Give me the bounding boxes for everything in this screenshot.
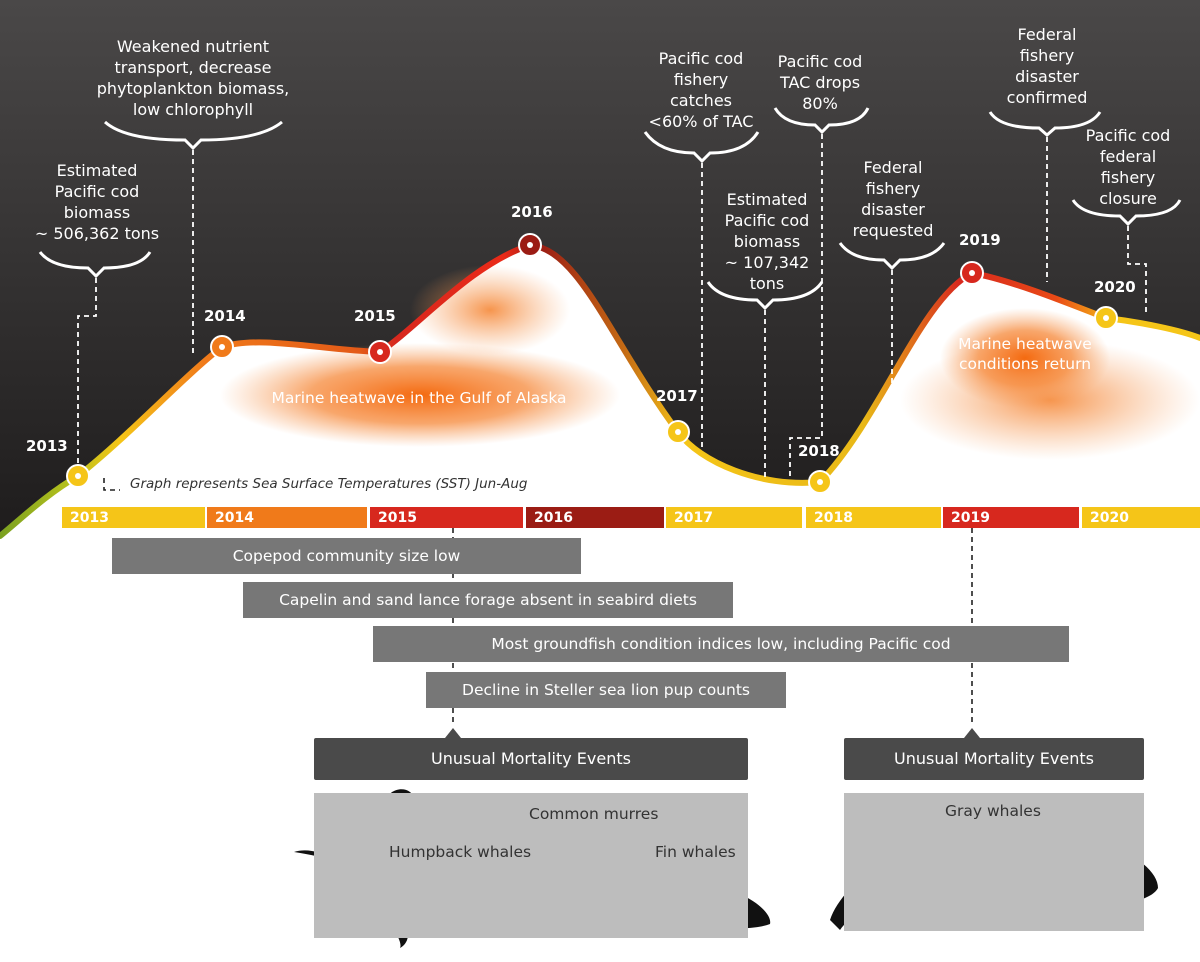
heatwave-return-label: Marine heatwave conditions return [958, 334, 1092, 374]
annotation-line: catches [670, 91, 732, 110]
sst-year-label: 2020 [1094, 278, 1136, 296]
annotation-line: transport, decrease [114, 58, 272, 77]
timeline-2018: 2018 [806, 507, 941, 528]
annotation-braces [38, 107, 1182, 311]
sst-point-center [219, 344, 225, 350]
impact-bar-copepod: Copepod community size low [112, 538, 581, 574]
ume-pointer-1 [445, 728, 461, 738]
heatwave-glow-return [940, 308, 1110, 408]
annotation-line: Estimated [56, 161, 138, 180]
annotation-line: 80% [802, 94, 838, 113]
sst-point-center [377, 349, 383, 355]
annotation-line: closure [1099, 189, 1157, 208]
ume-pointer-2 [964, 728, 980, 738]
annotation-line: confirmed [1006, 88, 1088, 107]
timeline-2014: 2014 [207, 507, 367, 528]
timeline-2019: 2019 [943, 507, 1079, 528]
species-label-common-murres: Common murres [529, 805, 659, 823]
heatwave-return-line: Marine heatwave [958, 335, 1092, 353]
dark-leaders [77, 134, 1147, 480]
heatwave-glow-peak [410, 265, 570, 355]
heatwave-return-line: conditions return [958, 355, 1092, 373]
sst-year-label: 2016 [511, 203, 553, 221]
sst-year-label: 2018 [798, 442, 840, 460]
annotation-line: <60% of TAC [648, 112, 754, 131]
annotation-line: Federal [1017, 25, 1077, 44]
sst-point-center [675, 429, 681, 435]
annotation-line: biomass [733, 232, 801, 251]
impact-bar-sea-lion: Decline in Steller sea lion pup counts [426, 672, 786, 708]
annotation-line: biomass [63, 203, 131, 222]
heatwave-gulf-label: Marine heatwave in the Gulf of Alaska [271, 389, 567, 407]
annotation-line: Pacific cod [54, 182, 140, 201]
annotation-line: Pacific cod [1085, 126, 1171, 145]
annotation-line: Estimated [726, 190, 808, 209]
species-label-humpback-whales: Humpback whales [389, 843, 532, 861]
timeline-2016: 2016 [526, 507, 664, 528]
species-label-fin-whales: Fin whales [655, 843, 736, 861]
annotation-line: Pacific cod [724, 211, 810, 230]
annotation-cod-biomass-2017: Estimated Pacific cod biomass ~ 107,342 … [725, 189, 810, 294]
annotation-line: fishery [1100, 168, 1156, 187]
annotation-disaster-requested: Federal fishery disaster requested [853, 157, 934, 241]
timeline-2020: 2020 [1082, 507, 1200, 528]
sst-point-center [527, 242, 533, 248]
annotation-line: requested [852, 221, 934, 240]
annotation-line: disaster [861, 200, 925, 219]
sst-point-center [1103, 315, 1109, 321]
sst-year-label: 2014 [204, 307, 246, 325]
sst-year-label: 2017 [656, 387, 698, 405]
annotation-disaster-confirmed: Federal fishery disaster confirmed [1007, 24, 1088, 108]
impact-bar-capelin: Capelin and sand lance forage absent in … [243, 582, 733, 618]
mortality-events-header-2: Unusual Mortality Events [844, 738, 1144, 780]
species-box-1 [314, 793, 748, 938]
sst-points [66, 233, 1118, 494]
annotation-line: tons [749, 274, 785, 293]
annotation-line: fishery [673, 70, 729, 89]
sst-line [0, 241, 1200, 539]
species-box-2 [844, 793, 1144, 931]
annotation-line: Pacific cod [658, 49, 744, 68]
annotation-line: Federal [863, 158, 923, 177]
timeline-2013: 2013 [62, 507, 205, 528]
heatwave-glow-gulf [220, 343, 620, 447]
sst-year-label: 2019 [959, 231, 1001, 249]
annotation-tac-drop: Pacific cod TAC drops 80% [778, 51, 863, 114]
annotation-line: low chlorophyll [132, 100, 254, 119]
annotation-fishery-catches: Pacific cod fishery catches <60% of TAC [649, 48, 754, 132]
annotation-line: fishery [1019, 46, 1075, 65]
annotation-line: ~ 506,362 tons [34, 224, 160, 243]
sst-year-label: 2013 [26, 437, 68, 455]
annotation-line: federal [1099, 147, 1157, 166]
annotation-line: disaster [1015, 67, 1079, 86]
impact-bar-groundfish: Most groundfish condition indices low, i… [373, 626, 1069, 662]
annotation-fishery-closure: Pacific cod federal fishery closure [1086, 125, 1171, 209]
mortality-events-header-1: Unusual Mortality Events [314, 738, 748, 780]
species-label-gray-whales: Gray whales [945, 802, 1041, 820]
sst-year-label: 2015 [354, 307, 396, 325]
timeline-2017: 2017 [666, 507, 802, 528]
sst-point-center [817, 479, 823, 485]
annotation-line: phytoplankton biomass, [96, 79, 290, 98]
timeline-2015: 2015 [370, 507, 523, 528]
annotation-line: Pacific cod [777, 52, 863, 71]
annotation-line: fishery [865, 179, 921, 198]
annotation-nutrient-transport: Weakened nutrient transport, decrease ph… [97, 36, 289, 120]
graph-note: Graph represents Sea Surface Temperature… [130, 476, 528, 492]
sst-point-center [969, 270, 975, 276]
annotation-line: TAC drops [779, 73, 861, 92]
sst-point-center [75, 473, 81, 479]
annotation-cod-biomass-2013: Estimated Pacific cod biomass ~ 506,362 … [35, 160, 159, 244]
annotation-line: ~ 107,342 [724, 253, 810, 272]
annotation-line: Weakened nutrient [116, 37, 270, 56]
